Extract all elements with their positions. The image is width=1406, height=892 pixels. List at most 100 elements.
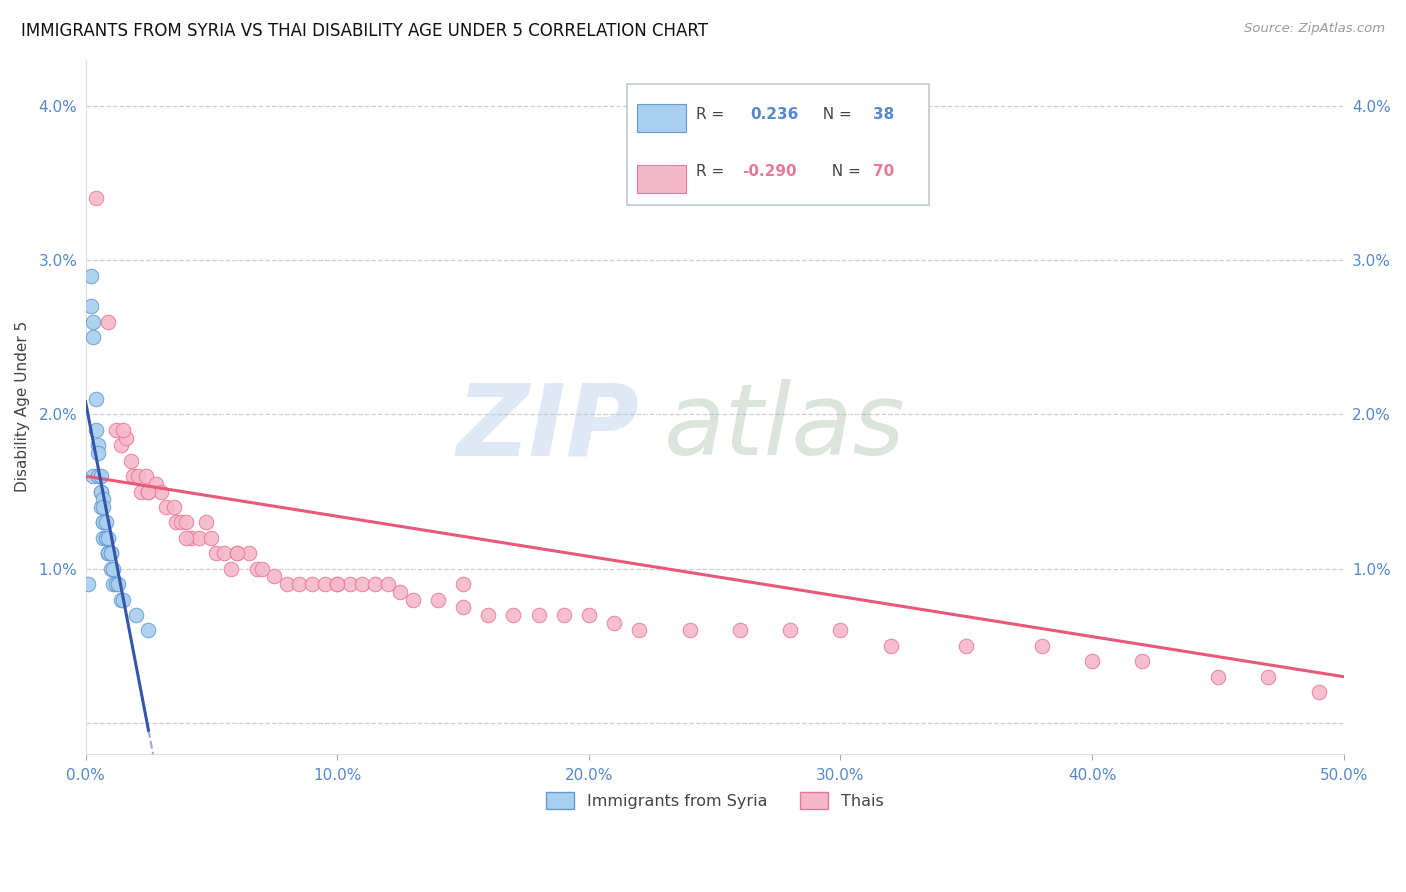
Point xyxy=(1308,685,1330,699)
Point xyxy=(955,639,977,653)
Point xyxy=(603,615,626,630)
Point xyxy=(97,531,120,545)
Point xyxy=(150,484,173,499)
Point xyxy=(1081,654,1104,668)
Point xyxy=(477,607,499,622)
FancyBboxPatch shape xyxy=(637,165,686,193)
Point xyxy=(225,546,247,560)
Point xyxy=(377,577,399,591)
Point xyxy=(221,562,243,576)
Point xyxy=(103,562,125,576)
Point xyxy=(79,300,101,314)
Point xyxy=(678,624,700,638)
Point xyxy=(87,438,110,452)
Point xyxy=(100,546,122,560)
Point xyxy=(250,562,273,576)
Point xyxy=(155,500,177,514)
Point xyxy=(91,492,114,507)
Text: atlas: atlas xyxy=(665,379,905,476)
Point xyxy=(110,592,132,607)
Point xyxy=(880,639,903,653)
Point xyxy=(91,500,114,514)
Point xyxy=(1132,654,1154,668)
Point xyxy=(125,607,148,622)
Point xyxy=(84,191,107,205)
Point xyxy=(104,423,127,437)
Point xyxy=(122,469,145,483)
Point xyxy=(90,469,112,483)
Text: ZIP: ZIP xyxy=(456,379,640,476)
FancyBboxPatch shape xyxy=(637,104,686,132)
Text: 70: 70 xyxy=(873,164,894,179)
Point xyxy=(104,577,127,591)
Point xyxy=(326,577,349,591)
Point xyxy=(112,592,135,607)
Point xyxy=(138,484,160,499)
Text: R =: R = xyxy=(696,164,728,179)
Text: Source: ZipAtlas.com: Source: ZipAtlas.com xyxy=(1244,22,1385,36)
Point xyxy=(205,546,228,560)
Point xyxy=(212,546,235,560)
Point xyxy=(187,531,209,545)
Point xyxy=(174,531,197,545)
Point xyxy=(527,607,550,622)
Point xyxy=(79,268,101,283)
Point xyxy=(276,577,298,591)
Point xyxy=(114,431,136,445)
Point xyxy=(97,546,120,560)
Point xyxy=(180,531,202,545)
Point xyxy=(225,546,247,560)
Text: 38: 38 xyxy=(873,107,894,122)
FancyBboxPatch shape xyxy=(627,84,928,205)
Point xyxy=(138,624,160,638)
Point xyxy=(100,562,122,576)
Point xyxy=(628,624,651,638)
Text: IMMIGRANTS FROM SYRIA VS THAI DISABILITY AGE UNDER 5 CORRELATION CHART: IMMIGRANTS FROM SYRIA VS THAI DISABILITY… xyxy=(21,22,709,40)
Point xyxy=(451,600,474,615)
Text: -0.290: -0.290 xyxy=(742,164,797,179)
Point xyxy=(91,516,114,530)
Point xyxy=(127,469,149,483)
Point xyxy=(402,592,425,607)
Point xyxy=(145,476,167,491)
Point xyxy=(90,484,112,499)
Text: R =: R = xyxy=(696,107,734,122)
Point xyxy=(314,577,336,591)
Legend: Immigrants from Syria, Thais: Immigrants from Syria, Thais xyxy=(538,786,890,815)
Point xyxy=(326,577,349,591)
Point xyxy=(195,516,218,530)
Y-axis label: Disability Age Under 5: Disability Age Under 5 xyxy=(15,321,30,492)
Text: N =: N = xyxy=(813,107,856,122)
Point xyxy=(288,577,311,591)
Point xyxy=(90,484,112,499)
Point xyxy=(110,438,132,452)
Point xyxy=(82,315,104,329)
Point xyxy=(112,423,135,437)
Point xyxy=(779,624,801,638)
Point xyxy=(107,577,129,591)
Point xyxy=(77,577,100,591)
Point xyxy=(97,315,120,329)
Point xyxy=(138,484,160,499)
Text: 0.236: 0.236 xyxy=(749,107,799,122)
Point xyxy=(165,516,187,530)
Point xyxy=(90,500,112,514)
Point xyxy=(200,531,222,545)
Point xyxy=(451,577,474,591)
Point xyxy=(82,469,104,483)
Point xyxy=(502,607,524,622)
Point xyxy=(82,330,104,344)
Point xyxy=(389,585,412,599)
Point xyxy=(728,624,751,638)
Point xyxy=(1206,670,1229,684)
Point xyxy=(91,516,114,530)
Point xyxy=(129,484,152,499)
Point xyxy=(301,577,323,591)
Point xyxy=(97,546,120,560)
Point xyxy=(352,577,374,591)
Point xyxy=(135,469,157,483)
Point xyxy=(426,592,449,607)
Point xyxy=(1257,670,1279,684)
Point xyxy=(162,500,184,514)
Point xyxy=(238,546,260,560)
